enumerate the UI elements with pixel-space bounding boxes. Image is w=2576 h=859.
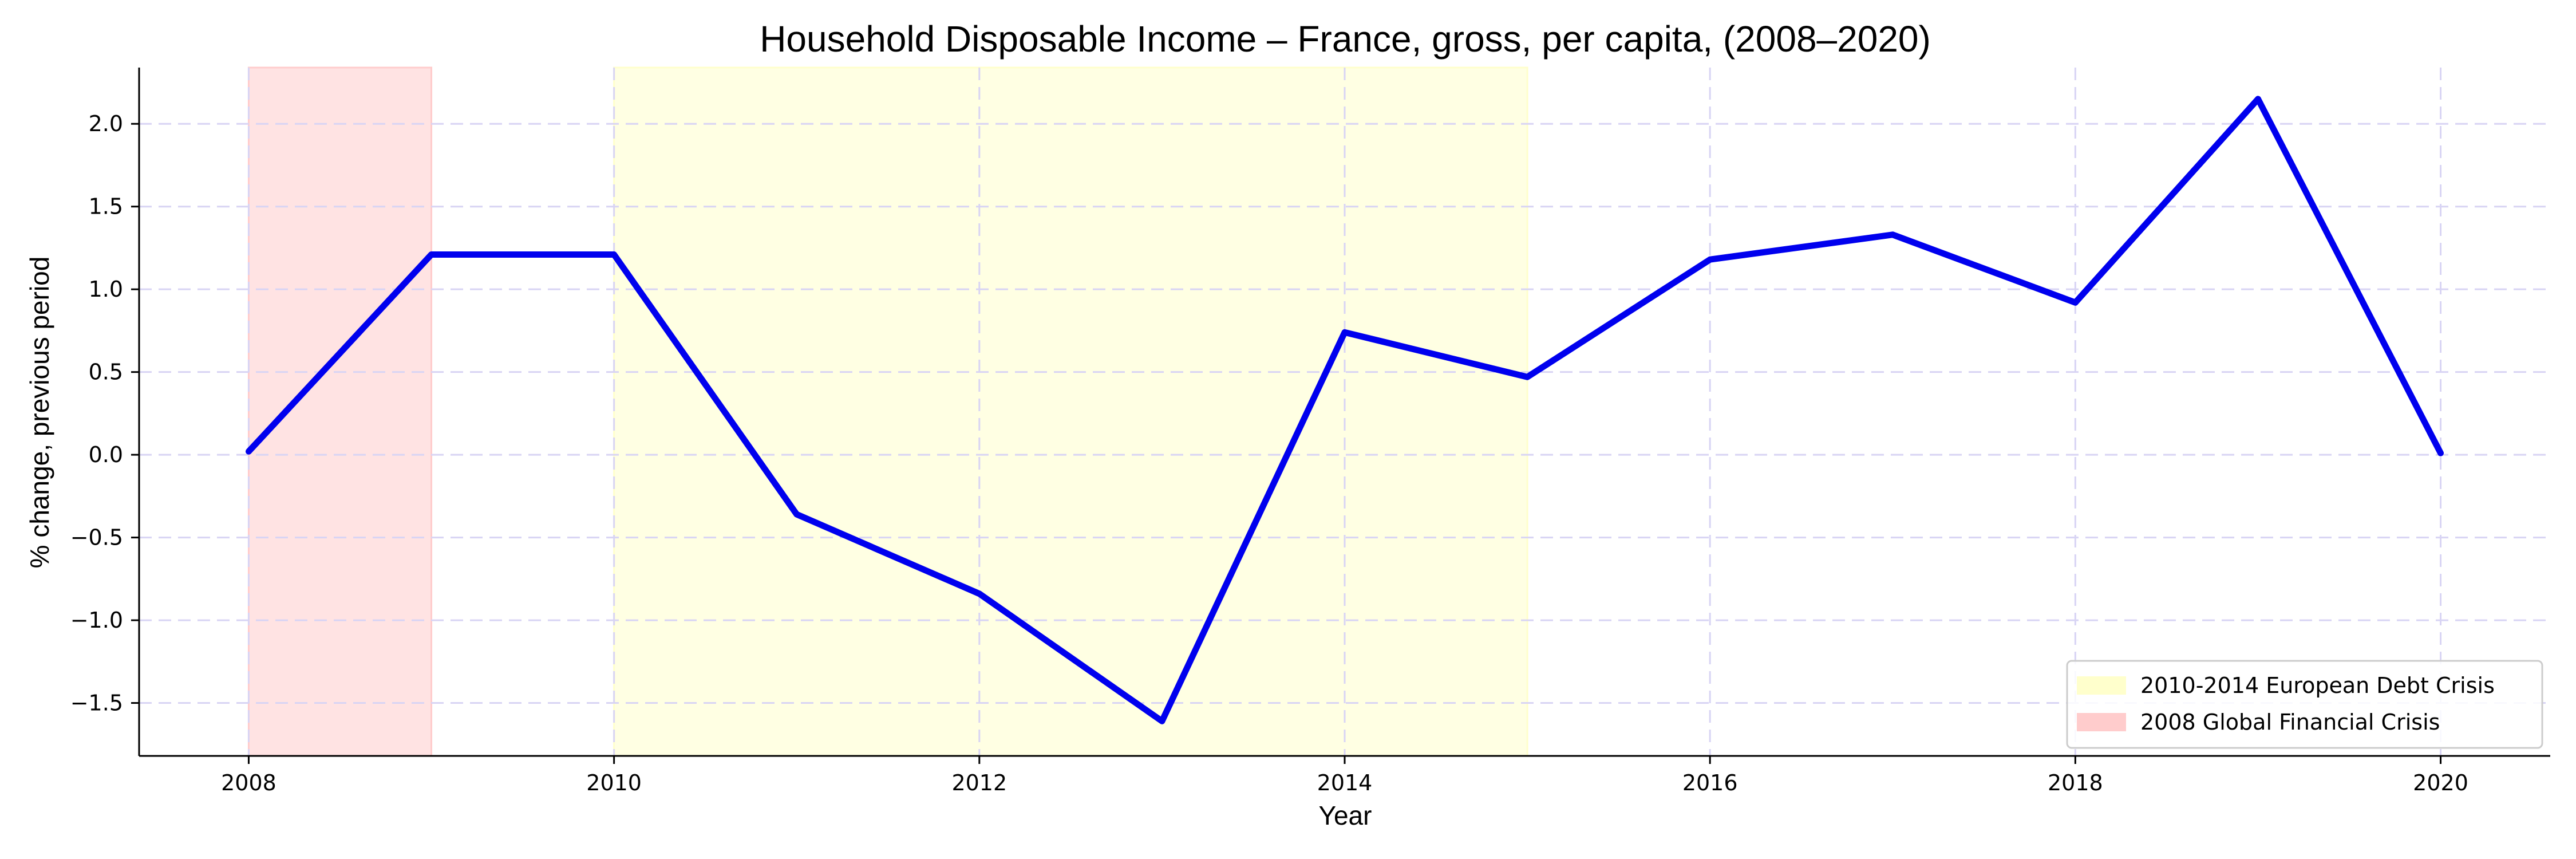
x-tick-label-6: 2020 [2413, 770, 2468, 795]
y-tick-label-1: −1.0 [70, 608, 123, 633]
series-line-0 [246, 96, 2444, 724]
shaded-period-0 [613, 66, 1528, 757]
y-tick-label-0: −1.5 [70, 691, 123, 716]
grid-lines [139, 68, 2550, 756]
y-tick-label-6: 1.5 [89, 194, 123, 219]
chart-title: Household Disposable Income – France, gr… [760, 18, 1931, 60]
shaded-period-1 [247, 66, 433, 757]
y-tick-label-5: 1.0 [89, 277, 123, 302]
shaded-periods [247, 66, 1528, 757]
y-tick-label-7: 2.0 [89, 111, 123, 136]
x-tick-label-4: 2016 [1682, 770, 1738, 795]
x-tick-label-3: 2014 [1317, 770, 1373, 795]
series-lines [246, 96, 2444, 724]
legend-label-1: 2008 Global Financial Crisis [2140, 710, 2440, 735]
legend-swatch-1 [2077, 713, 2126, 731]
x-tick-label-2: 2012 [951, 770, 1007, 795]
x-axis-label: Year [1319, 801, 1372, 830]
x-tick-label-5: 2018 [2048, 770, 2103, 795]
y-axis-label: % change, previous period [25, 257, 54, 569]
x-tick-label-0: 2008 [221, 770, 276, 795]
y-tick-label-3: 0.0 [89, 442, 123, 467]
legend-box [2066, 660, 2543, 749]
y-tick-label-2: −0.5 [70, 525, 123, 550]
y-tick-label-4: 0.5 [89, 360, 123, 385]
tick-labels: −1.5 −1.0 −0.5 0.0 0.5 1.0 1.5 2.0 2008 2010 2012 2… [70, 111, 2468, 795]
legend-label-0: 2010-2014 European Debt Crisis [2140, 673, 2495, 698]
x-tick-label-1: 2010 [586, 770, 642, 795]
legend-swatch-0 [2077, 676, 2126, 695]
legend: 2010-2014 European Debt Crisis 2008 Globa… [2066, 660, 2543, 749]
